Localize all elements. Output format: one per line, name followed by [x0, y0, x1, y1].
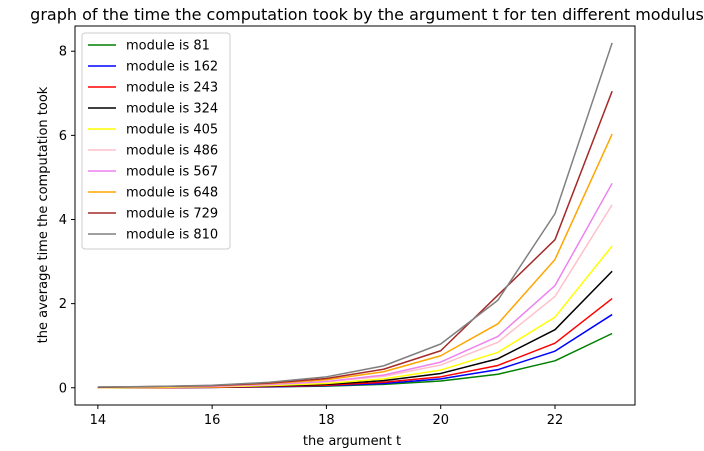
y-tick-label: 6 [59, 129, 67, 144]
legend-label-1: module is 162 [126, 60, 218, 75]
y-tick-label: 2 [59, 297, 67, 312]
plot-frame [74, 25, 636, 406]
x-tick-label: 22 [547, 413, 564, 428]
legend-label-3: module is 324 [126, 102, 218, 117]
y-tick-label: 4 [59, 213, 67, 228]
legend-label-0: module is 81 [126, 39, 210, 54]
y-axis: 0 2 4 6 8 [59, 45, 75, 396]
legend-label-5: module is 486 [126, 144, 218, 159]
series-line-9 [97, 42, 613, 388]
legend-label-7: module is 648 [126, 186, 218, 201]
chart-title: graph of the time the computation took b… [30, 5, 704, 24]
legend-box [81, 32, 231, 250]
plot-lines [97, 42, 613, 389]
x-tick-label: 20 [432, 413, 449, 428]
y-tick-label: 8 [59, 45, 67, 60]
x-axis-title: the argument t [303, 434, 401, 449]
series-line-4 [97, 245, 613, 389]
legend-label-6: module is 567 [126, 165, 218, 180]
y-tick-label: 0 [59, 381, 67, 396]
legend-label-8: module is 729 [126, 207, 218, 222]
legend-label-9: module is 810 [126, 228, 218, 243]
y-axis-title: the average time the computation took [36, 86, 51, 343]
legend-label-2: module is 243 [126, 81, 218, 96]
legend: module is 81 module is 162 module is 243 mo… [81, 32, 231, 250]
legend-label-4: module is 405 [126, 123, 218, 138]
x-tick-label: 18 [318, 413, 335, 428]
x-tick-label: 14 [90, 413, 107, 428]
x-tick-label: 16 [204, 413, 221, 428]
x-axis: 14 16 18 20 22 [90, 405, 564, 428]
